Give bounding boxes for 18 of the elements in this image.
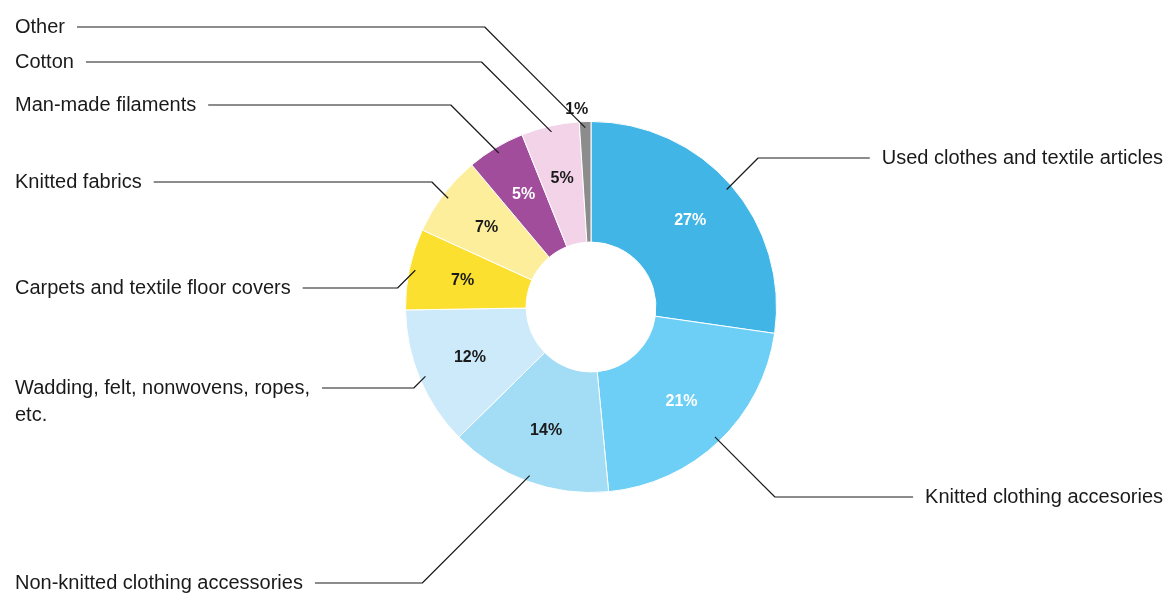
data-label: 14% (530, 420, 563, 438)
slice-label: Wadding, felt, nonwovens, ropes, etc. (15, 375, 310, 425)
data-label: 5% (512, 184, 536, 202)
slice-label: Carpets and textile floor covers (15, 275, 291, 298)
data-label: 27% (674, 211, 707, 229)
slice-label: Non-knitted clothing accessories (15, 570, 303, 593)
slice-label: Other (15, 14, 66, 37)
data-label: 21% (665, 392, 698, 410)
slice-label: Man-made filaments (15, 92, 197, 115)
data-label: 7% (475, 217, 499, 235)
slice-label: Used clothes and textile articles (881, 145, 1163, 168)
data-label: 1% (565, 100, 589, 118)
slice-label: Cotton (15, 49, 74, 72)
data-label: 5% (550, 169, 574, 187)
data-label: 12% (453, 348, 486, 366)
slice-label: Knitted fabrics (15, 169, 142, 192)
slice-label: Knitted clothing accesories (925, 484, 1164, 507)
data-label: 7% (451, 270, 475, 288)
